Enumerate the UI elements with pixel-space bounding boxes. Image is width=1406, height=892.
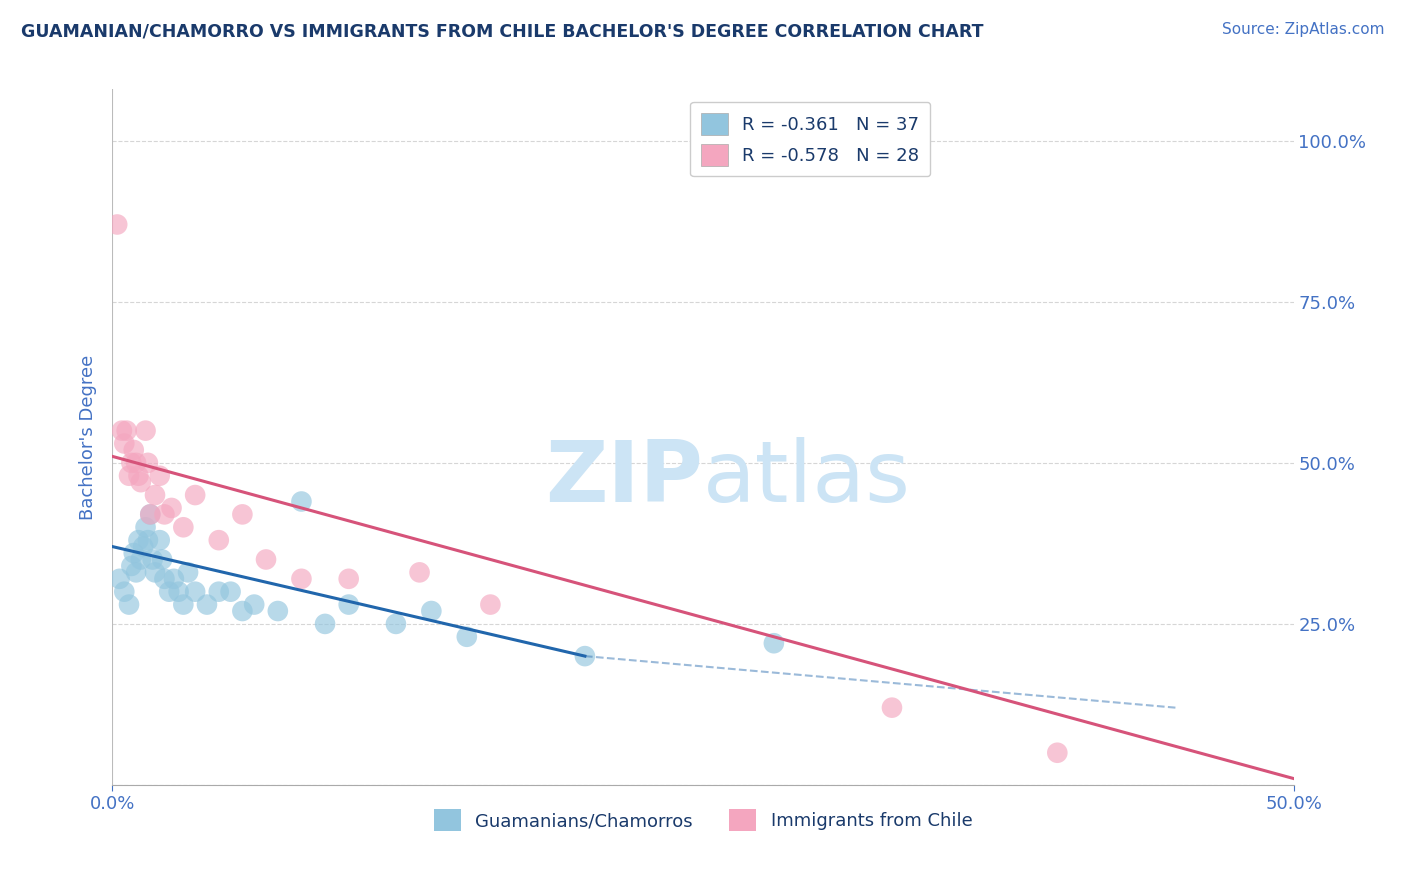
Point xyxy=(153,508,176,522)
Point xyxy=(208,584,231,599)
Point xyxy=(149,468,172,483)
Point xyxy=(762,636,785,650)
Point xyxy=(127,533,149,548)
Point xyxy=(337,598,360,612)
Point xyxy=(337,572,360,586)
Point xyxy=(172,598,194,612)
Point xyxy=(160,500,183,515)
Text: atlas: atlas xyxy=(703,437,911,520)
Point xyxy=(127,468,149,483)
Point xyxy=(219,584,242,599)
Text: Source: ZipAtlas.com: Source: ZipAtlas.com xyxy=(1222,22,1385,37)
Point xyxy=(150,552,173,566)
Text: ZIP: ZIP xyxy=(546,437,703,520)
Point xyxy=(290,572,312,586)
Point xyxy=(122,546,145,560)
Point xyxy=(118,468,141,483)
Point xyxy=(208,533,231,548)
Point xyxy=(385,616,408,631)
Point xyxy=(139,508,162,522)
Point xyxy=(143,566,166,580)
Point xyxy=(163,572,186,586)
Point xyxy=(420,604,443,618)
Point xyxy=(129,552,152,566)
Point xyxy=(142,552,165,566)
Y-axis label: Bachelor's Degree: Bachelor's Degree xyxy=(79,354,97,520)
Point xyxy=(143,488,166,502)
Point xyxy=(172,520,194,534)
Point xyxy=(129,475,152,490)
Point xyxy=(112,436,135,450)
Point xyxy=(120,558,142,573)
Point xyxy=(408,566,430,580)
Point xyxy=(125,456,148,470)
Point xyxy=(122,442,145,457)
Point xyxy=(139,508,162,522)
Point xyxy=(125,566,148,580)
Point xyxy=(231,604,253,618)
Point xyxy=(456,630,478,644)
Point xyxy=(136,456,159,470)
Point xyxy=(135,520,157,534)
Point xyxy=(118,598,141,612)
Point xyxy=(157,584,180,599)
Text: GUAMANIAN/CHAMORRO VS IMMIGRANTS FROM CHILE BACHELOR'S DEGREE CORRELATION CHART: GUAMANIAN/CHAMORRO VS IMMIGRANTS FROM CH… xyxy=(21,22,984,40)
Point xyxy=(111,424,134,438)
Legend: Guamanians/Chamorros, Immigrants from Chile: Guamanians/Chamorros, Immigrants from Ch… xyxy=(426,802,980,838)
Point xyxy=(184,488,207,502)
Point xyxy=(115,424,138,438)
Point xyxy=(135,424,157,438)
Point xyxy=(574,649,596,664)
Point xyxy=(254,552,277,566)
Point xyxy=(880,700,903,714)
Point xyxy=(108,572,131,586)
Point xyxy=(267,604,290,618)
Point xyxy=(1046,746,1069,760)
Point xyxy=(479,598,502,612)
Point xyxy=(290,494,312,508)
Point xyxy=(184,584,207,599)
Point xyxy=(153,572,176,586)
Point xyxy=(243,598,266,612)
Point xyxy=(112,584,135,599)
Point xyxy=(120,456,142,470)
Point xyxy=(105,218,128,232)
Point xyxy=(167,584,190,599)
Point xyxy=(231,508,253,522)
Point xyxy=(314,616,336,631)
Point xyxy=(149,533,172,548)
Point xyxy=(136,533,159,548)
Point xyxy=(177,566,200,580)
Point xyxy=(195,598,218,612)
Point xyxy=(132,540,155,554)
